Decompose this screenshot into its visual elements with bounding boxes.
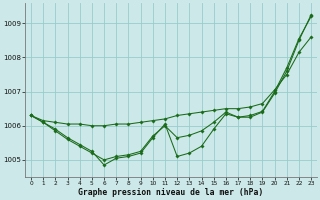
X-axis label: Graphe pression niveau de la mer (hPa): Graphe pression niveau de la mer (hPa) [78, 188, 264, 197]
